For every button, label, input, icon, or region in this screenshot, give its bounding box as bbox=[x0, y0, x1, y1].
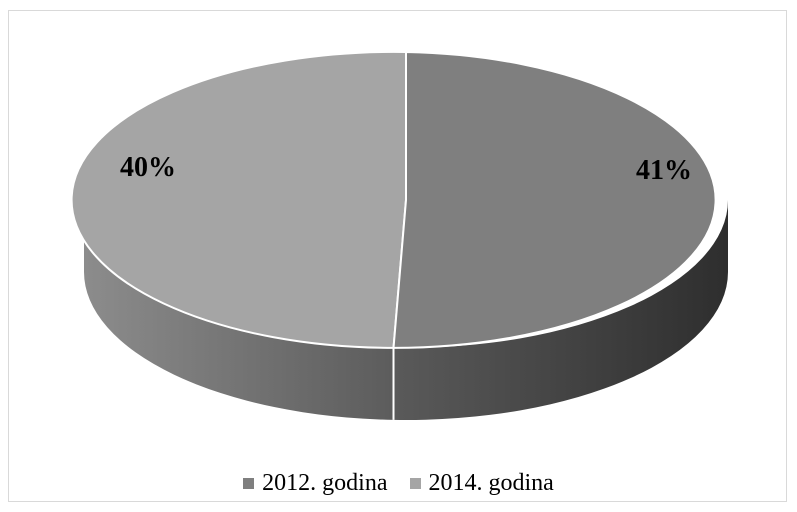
pie-slice-2014 bbox=[70, 50, 407, 349]
legend-swatch-2012 bbox=[243, 478, 255, 489]
legend-swatch-2014 bbox=[409, 478, 421, 489]
pie-slice-side-2012 bbox=[393, 200, 728, 421]
data-label-2014: 40% bbox=[120, 152, 176, 183]
legend-item-2012: 2012. godina bbox=[243, 470, 388, 497]
chart-legend: 2012. godina 2014. godina bbox=[0, 470, 797, 497]
legend-item-2014: 2014. godina bbox=[409, 470, 554, 497]
legend-label-2012: 2012. godina bbox=[262, 470, 388, 496]
legend-label-2014: 2014. godina bbox=[428, 470, 554, 496]
data-label-2012: 41% bbox=[636, 155, 692, 186]
pie-slice-side-2014 bbox=[84, 200, 394, 420]
pie-slice-2012 bbox=[392, 50, 717, 349]
